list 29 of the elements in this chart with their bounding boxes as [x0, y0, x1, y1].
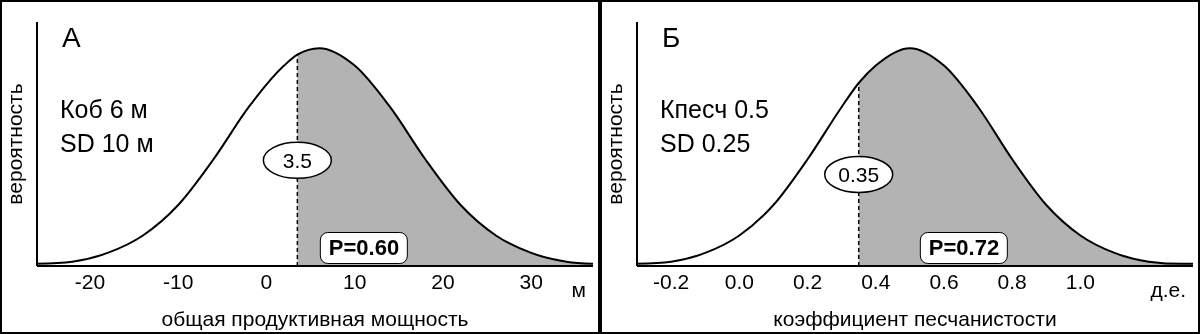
text: м [571, 278, 586, 301]
annotation: Кпесч 0.5 [660, 94, 769, 125]
x-axis-title: общая продуктивная мощность [161, 307, 469, 330]
x-tick-label: 0.2 [792, 269, 823, 293]
chart-title: А [62, 22, 81, 53]
text: д.е. [1150, 278, 1186, 301]
ref-line-label: 3.5 [282, 148, 312, 172]
x-tick-label: -20 [74, 269, 106, 293]
annotation: SD 10 м [60, 128, 154, 159]
x-tick-label: 0.4 [861, 269, 891, 293]
x-axis-title: коэффициент песчанистости [773, 307, 1057, 330]
x-tick-label: 0.0 [724, 269, 754, 293]
x-tick-label: 0.8 [997, 269, 1027, 293]
ref-line-label: 0.35 [838, 163, 880, 186]
x-tick-label: -0.2 [653, 269, 690, 293]
y-axis-title: вероятность [3, 83, 27, 205]
y-axis-title: вероятность [603, 83, 627, 205]
annotation: P=0.60 [319, 232, 409, 264]
x-tick-label: 1.0 [1065, 269, 1096, 293]
chart-title: Б [662, 22, 681, 53]
x-tick-label: 0.6 [929, 269, 959, 293]
x-tick-label: 0 [260, 269, 273, 293]
x-tick-label: -10 [163, 269, 194, 293]
x-tick-label: 30 [519, 269, 543, 293]
annotation: P=0.72 [919, 232, 1009, 264]
x-tick-label: 10 [343, 269, 367, 293]
x-tick-label: 20 [431, 269, 455, 293]
annotation: SD 0.25 [660, 128, 752, 159]
annotation: Коб 6 м [60, 94, 149, 125]
